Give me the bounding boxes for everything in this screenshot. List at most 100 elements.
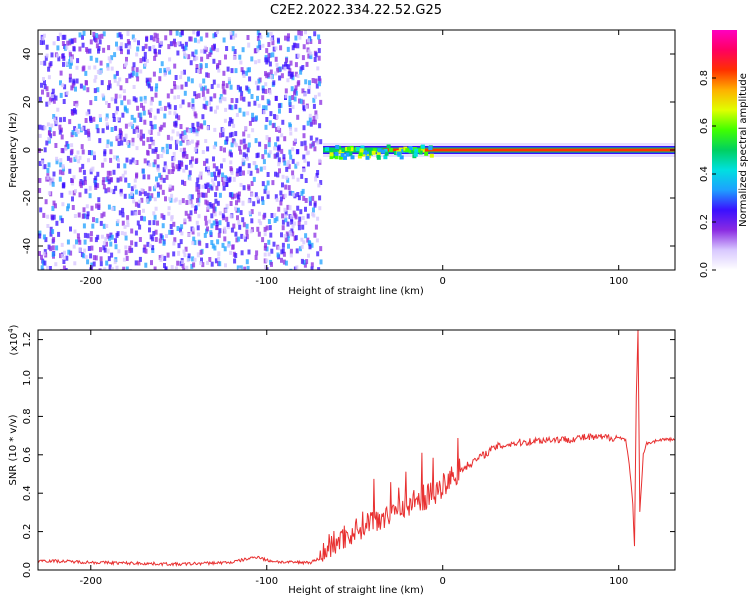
spectrogram-cell bbox=[120, 42, 124, 47]
spectrogram-cell bbox=[337, 149, 342, 154]
y-tick-label: 0 bbox=[22, 147, 33, 153]
spectrogram-cell bbox=[261, 237, 265, 243]
spectrogram-cell bbox=[147, 83, 151, 89]
spectrogram-cell bbox=[250, 56, 254, 62]
y-tick-label: 0.6 bbox=[22, 447, 33, 463]
spectrogram-cell bbox=[152, 220, 156, 226]
spectrogram-cell bbox=[258, 45, 262, 50]
spectrogram-cell bbox=[107, 85, 110, 91]
spectrogram-cell bbox=[247, 133, 251, 138]
spectrogram-cell bbox=[295, 265, 299, 270]
spectrogram-cell bbox=[58, 176, 62, 182]
spectrogram-cell bbox=[223, 177, 227, 182]
spectrogram-cell bbox=[94, 37, 98, 43]
spectrogram-cell bbox=[180, 224, 184, 230]
spectrogram-cell bbox=[68, 52, 72, 58]
spectrogram-cell bbox=[190, 78, 194, 84]
spectrogram-cell bbox=[41, 36, 45, 41]
spectrogram-cell bbox=[224, 263, 227, 268]
spectrogram-cell bbox=[176, 50, 180, 56]
spectrogram-cell bbox=[187, 129, 191, 134]
colorbar-tick-label: 0.2 bbox=[699, 214, 710, 230]
spectrogram-cell bbox=[180, 30, 184, 36]
spectrogram-cell bbox=[160, 154, 164, 158]
spectrogram-cell bbox=[52, 237, 56, 242]
spectrogram-cell bbox=[334, 151, 339, 156]
spectrogram-cell bbox=[66, 206, 70, 212]
spectrogram-cell bbox=[268, 225, 272, 231]
spectrogram-cell bbox=[365, 151, 370, 156]
spectrogram-cell bbox=[224, 107, 228, 112]
spectrogram-cell bbox=[369, 151, 373, 156]
spectrogram-cell bbox=[296, 161, 300, 166]
spectrogram-cell bbox=[264, 82, 268, 87]
spectrogram-cell bbox=[181, 263, 185, 268]
spectrogram-cell bbox=[99, 261, 103, 267]
spectrogram-cell bbox=[201, 150, 205, 154]
spectrogram-cell bbox=[146, 160, 150, 166]
spectrogram-cell bbox=[90, 262, 94, 268]
spectrogram-cell bbox=[275, 216, 279, 222]
spectrogram-cell bbox=[175, 30, 179, 36]
spectrogram-cell bbox=[130, 247, 134, 253]
spectrogram-cell bbox=[69, 157, 73, 163]
spectrogram-cell bbox=[311, 195, 315, 201]
spectrogram-cell bbox=[105, 113, 109, 119]
spectrogram-cell bbox=[319, 99, 323, 105]
spectrogram-cell bbox=[302, 168, 305, 173]
spectrogram-cell bbox=[314, 94, 317, 99]
spectrogram-cell bbox=[280, 133, 284, 138]
spectrogram-cell bbox=[187, 213, 191, 219]
spectrogram-cell bbox=[206, 72, 210, 78]
spectrogram-cell bbox=[172, 221, 176, 227]
spectrogram-cell bbox=[231, 46, 235, 52]
spectrogram-cell bbox=[60, 148, 64, 153]
spectrogram-cell bbox=[226, 221, 230, 227]
spectrogram-cell bbox=[302, 154, 306, 160]
spectrogram-cell bbox=[143, 119, 147, 125]
spectrogram-cell bbox=[149, 136, 153, 142]
spectrogram-cell bbox=[58, 32, 62, 37]
spectrogram-cell bbox=[304, 79, 308, 85]
spectrogram-cell bbox=[264, 243, 267, 248]
spectrogram-cell bbox=[48, 97, 52, 103]
spectrogram-cell bbox=[167, 211, 171, 216]
spectrogram-cell bbox=[121, 112, 125, 118]
spectrogram-cell bbox=[298, 246, 302, 252]
spectrogram-cell bbox=[252, 201, 256, 207]
spectrogram-cell bbox=[113, 259, 117, 265]
spectrogram-cell bbox=[217, 170, 221, 176]
spectrogram-cell bbox=[52, 214, 56, 220]
spectrogram-cell bbox=[144, 248, 148, 254]
spectrogram-cell bbox=[221, 213, 225, 219]
spectrogram-cell bbox=[137, 133, 141, 138]
spectrogram-cell bbox=[59, 162, 63, 168]
spectrogram-cell bbox=[193, 147, 197, 152]
spectrogram-cell bbox=[312, 141, 316, 146]
spectrogram-cell bbox=[196, 121, 200, 127]
spectrogram-cell bbox=[114, 110, 118, 115]
spectrogram-cell bbox=[96, 87, 100, 93]
spectrogram-cell bbox=[43, 164, 47, 170]
spectrogram-cell bbox=[143, 56, 147, 62]
spectrogram-cell bbox=[319, 246, 323, 252]
spectrogram-cell bbox=[245, 234, 249, 240]
spectrogram-cell bbox=[149, 120, 153, 126]
spectrogram-cell bbox=[121, 212, 125, 218]
spectrogram-cell bbox=[294, 127, 298, 132]
spectrogram-cell bbox=[182, 267, 186, 270]
spectrogram-cell bbox=[194, 113, 198, 119]
spectrogram-cell bbox=[121, 173, 125, 178]
spectrogram-heatmap bbox=[38, 30, 675, 270]
spectrogram-cell bbox=[264, 124, 268, 130]
spectrogram-cell bbox=[181, 43, 185, 49]
spectrogram-cell bbox=[399, 155, 404, 160]
spectrogram-cell bbox=[94, 96, 98, 101]
spectrogram-cell bbox=[203, 120, 207, 126]
spectrogram-cell bbox=[128, 99, 132, 105]
spectrogram-cell bbox=[309, 143, 313, 149]
spectrogram-cell bbox=[253, 161, 257, 166]
spectrogram-cell bbox=[316, 170, 320, 175]
spectrogram-cell bbox=[318, 206, 322, 211]
spectrogram-cell bbox=[82, 125, 86, 131]
